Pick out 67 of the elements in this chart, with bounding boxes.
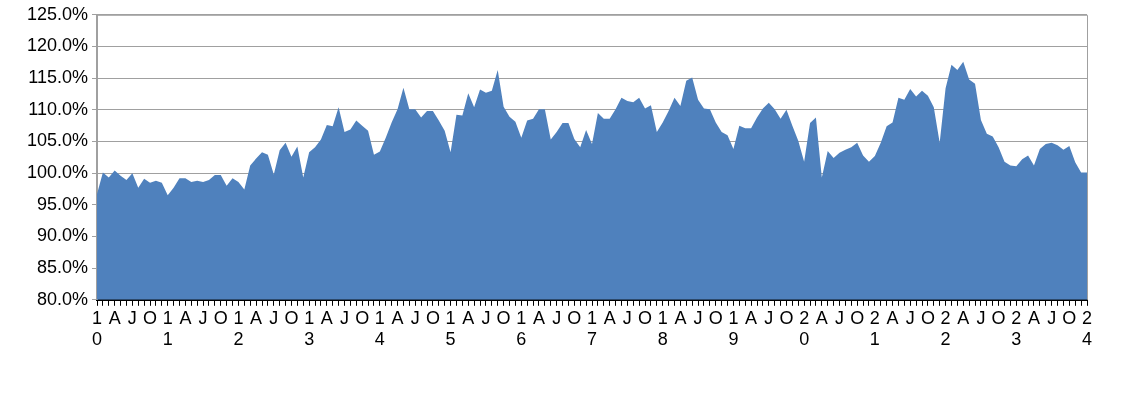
x-tick-label: 18 — [657, 307, 668, 350]
x-tick-label: O — [638, 307, 653, 328]
x-tick-label: O — [425, 307, 440, 328]
x-tick-label: 14 — [374, 307, 385, 350]
x-tick-label: O — [991, 307, 1006, 328]
x-tick-label: A — [674, 307, 687, 328]
x-tick-label: O — [920, 307, 935, 328]
x-tick-label: 16 — [516, 307, 527, 350]
x-tick-label: J — [127, 307, 137, 328]
x-tick-label: J — [552, 307, 562, 328]
x-tick-label: 20 — [799, 307, 810, 350]
x-tick-label: J — [198, 307, 208, 328]
x-tick-label: 22 — [940, 307, 951, 350]
x-tick-label: 24 — [1081, 307, 1093, 350]
x-tick-label: A — [603, 307, 616, 328]
x-tick-label: O — [355, 307, 370, 328]
x-tick-label: 17 — [586, 307, 598, 350]
x-tick-label: A — [815, 307, 828, 328]
x-tick-label: J — [340, 307, 349, 328]
y-tick-label: 125.0% — [26, 3, 88, 24]
y-tick-label: 95.0% — [36, 193, 88, 214]
x-tick-label: A — [250, 307, 263, 328]
x-tick-label: O — [779, 307, 794, 328]
x-tick-label: A — [745, 307, 758, 328]
x-tick-label: A — [320, 307, 333, 328]
x-tick-label: 15 — [445, 307, 456, 350]
x-tick-label: O — [850, 307, 865, 328]
x-tick-label: J — [1047, 307, 1057, 328]
x-tick-label: 21 — [869, 307, 880, 350]
x-tick-label: 12 — [233, 307, 244, 350]
x-tick-label: J — [410, 307, 420, 328]
x-tick-label: J — [481, 307, 491, 328]
x-tick-label: J — [693, 307, 703, 328]
x-tick-label: A — [957, 307, 970, 328]
x-tick-label: A — [391, 307, 404, 328]
x-tick-label: A — [1027, 307, 1040, 328]
x-tick-label: J — [622, 307, 632, 328]
y-tick-label: 85.0% — [36, 257, 88, 278]
y-tick-label: 110.0% — [28, 98, 88, 119]
y-tick-label: 105.0% — [26, 130, 88, 151]
x-tick-label: J — [905, 307, 915, 328]
x-tick-label: 10 — [91, 307, 103, 350]
y-tick-label: 100.0% — [26, 162, 88, 183]
x-tick-label: O — [496, 307, 511, 328]
x-tick-label: 11 — [162, 307, 173, 350]
y-tick-label: 90.0% — [36, 225, 88, 246]
x-tick-label: J — [269, 307, 279, 328]
x-tick-label: A — [462, 307, 475, 328]
x-tick-label: O — [213, 307, 228, 328]
y-tick-label: 120.0% — [26, 35, 88, 56]
x-tick-label: J — [976, 307, 986, 328]
x-tick-label: O — [708, 307, 723, 328]
x-tick-label: 13 — [304, 307, 315, 350]
x-tick-label: O — [143, 307, 158, 328]
x-tick-label: J — [764, 307, 774, 328]
y-tick-label: 80.0% — [36, 288, 88, 309]
x-tick-label: J — [835, 307, 844, 328]
x-tick-label: A — [108, 307, 121, 328]
x-tick-label: 23 — [1011, 307, 1022, 350]
x-tick-label: O — [1062, 307, 1077, 328]
x-tick-label: A — [886, 307, 899, 328]
x-tick-label: O — [567, 307, 582, 328]
x-tick-label: A — [532, 307, 545, 328]
x-tick-label: O — [284, 307, 299, 328]
y-tick-label: 115.0% — [28, 67, 88, 88]
x-tick-label: A — [179, 307, 192, 328]
x-tick-label: 19 — [728, 307, 739, 350]
